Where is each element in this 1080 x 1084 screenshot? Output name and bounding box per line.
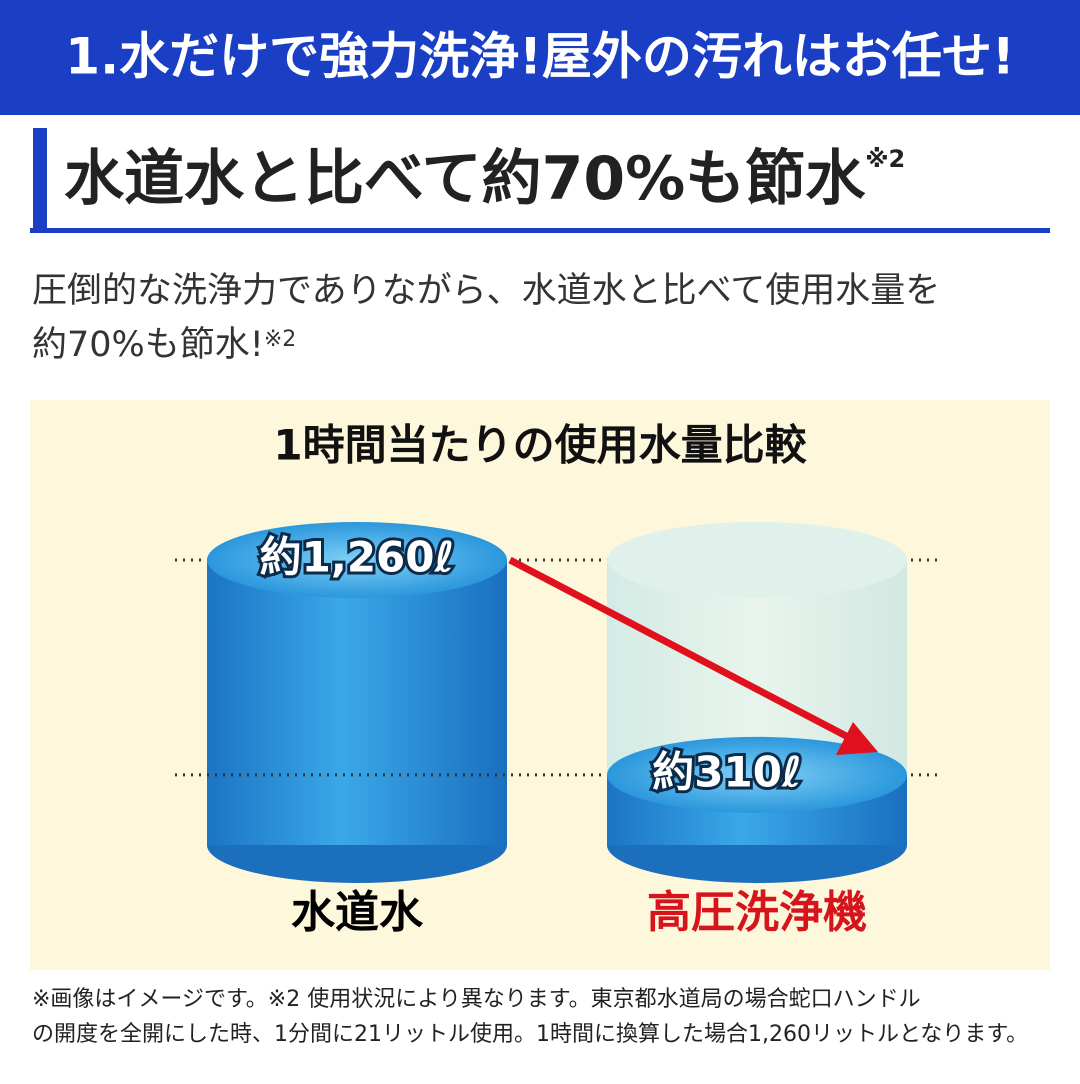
body-text: 約70%も節水!	[32, 325, 264, 365]
body-note: ※2	[264, 327, 296, 352]
heading-bar	[33, 128, 47, 230]
arrow-head	[836, 722, 878, 755]
plot: 約1,260ℓ 水道水 約310ℓ 高圧洗浄機	[175, 522, 940, 938]
value-label: 約1,260ℓ	[260, 533, 455, 582]
category-label: 水道水	[291, 887, 424, 938]
body-line: 約70%も節水!※2	[32, 325, 296, 365]
arrow-shaft	[508, 556, 852, 742]
reference-top	[607, 522, 907, 598]
heading-text: 水道水と比べて約70%も節水	[64, 144, 866, 214]
header-band	[0, 0, 1080, 115]
cylinder-top	[207, 522, 507, 598]
value-label: 約310ℓ	[652, 747, 801, 796]
header-title: 1.水だけで強力洗浄!屋外の汚れはお任せ!	[65, 28, 1014, 86]
heading: 水道水と比べて約70%も節水※2	[64, 144, 905, 214]
footnote: の開度を全開にした時、1分間に21リットル使用。1時間に換算した場合1,260リ…	[32, 1022, 1028, 1047]
cylinder	[207, 560, 507, 845]
body-line: 圧倒的な洗浄力でありながら、水道水と比べて使用水量を	[32, 271, 940, 311]
heading-rule	[30, 228, 1050, 233]
cylinder-top	[607, 736, 907, 813]
chart-title: 1時間当たりの使用水量比較	[273, 421, 807, 470]
category-label: 高圧洗浄機	[647, 887, 867, 938]
footnote: ※画像はイメージです。※2 使用状況により異なります。東京都水道局の場合蛇口ハン…	[32, 987, 921, 1012]
heading-note: ※2	[865, 145, 905, 173]
